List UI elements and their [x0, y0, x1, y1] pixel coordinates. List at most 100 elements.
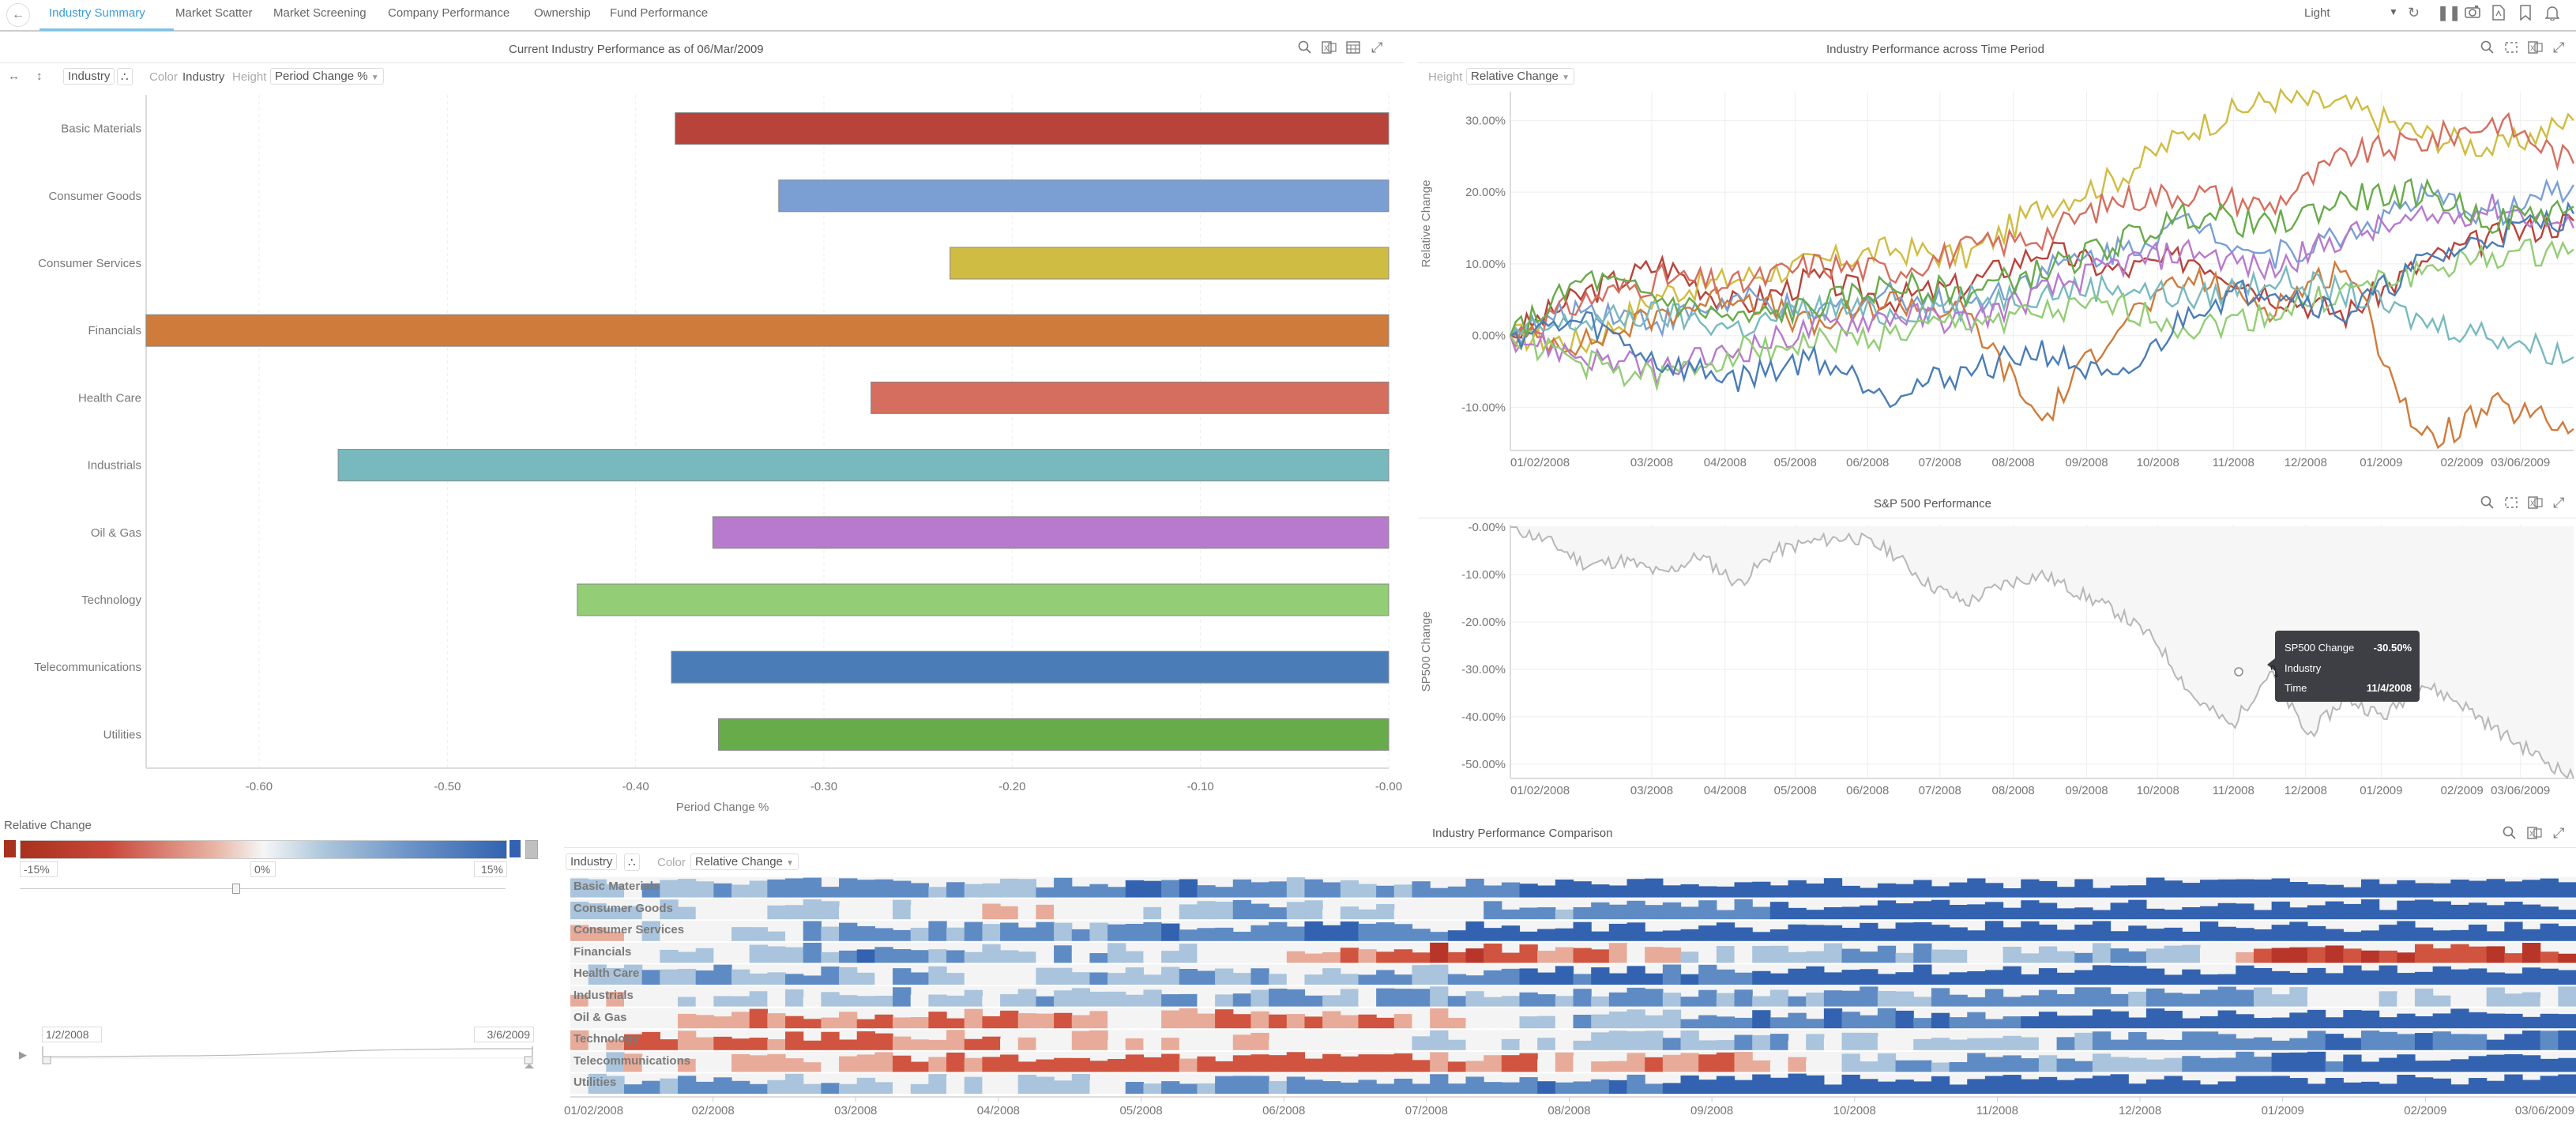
heatmap-cell: [2325, 1034, 2344, 1050]
heatmap-cell: [2486, 987, 2505, 1007]
marquee-select-icon[interactable]: [2504, 40, 2518, 58]
height-select[interactable]: Relative Change ▼: [1466, 68, 1574, 85]
search-icon[interactable]: [2480, 40, 2495, 58]
heatmap-cell: [2486, 931, 2505, 941]
heatmap-cell: [2504, 881, 2523, 898]
pdf-icon[interactable]: [2492, 5, 2505, 24]
heatmap-cell: [1626, 922, 1645, 941]
expand-icon[interactable]: ⤢: [1371, 40, 1383, 55]
date-range-slider[interactable]: [39, 1045, 537, 1076]
range-end-handle[interactable]: [524, 1056, 533, 1065]
start-date-input[interactable]: 1/2/2008: [42, 1027, 102, 1042]
back-button[interactable]: ←: [6, 3, 30, 27]
mouse-cursor-icon: ⭛: [2270, 664, 2279, 681]
heatmap-cell: [2432, 1061, 2451, 1072]
table-icon[interactable]: [1346, 40, 1360, 58]
heatmap-cell: [1161, 951, 1180, 963]
heatmap-cell: [1967, 1038, 1986, 1050]
excel-export-icon[interactable]: X: [2528, 40, 2544, 58]
play-icon[interactable]: ▶: [19, 1049, 27, 1061]
tab-ownership[interactable]: Ownership: [534, 6, 591, 20]
heatmap-cell: [1430, 887, 1449, 898]
heatmap-cell: [2092, 921, 2112, 941]
heatmap-cell: [1447, 1061, 1467, 1072]
end-date-input[interactable]: 3/6/2009: [474, 1027, 534, 1042]
heatmap-cell: [2540, 1031, 2559, 1050]
height-select[interactable]: Period Change % ▼: [270, 68, 384, 85]
heatmap-cell: [2253, 967, 2273, 985]
heatmap-cell: [2074, 1016, 2093, 1029]
heatmap-cell: [946, 882, 965, 898]
x-tick-label: 06/2008: [1846, 456, 1889, 469]
heatmap-cell: [1769, 989, 1789, 1007]
heatmap-cell: [964, 884, 983, 898]
heatmap-cell: [588, 951, 607, 963]
heatmap-cell: [893, 1055, 912, 1072]
heatmap-cell: [2289, 1052, 2308, 1072]
color-value[interactable]: Industry: [182, 70, 225, 84]
series-line: [1510, 111, 2575, 338]
heatmap-cell: [624, 1034, 643, 1050]
heatmap-cell: [1107, 1058, 1126, 1072]
search-icon[interactable]: [2480, 496, 2495, 514]
pause-icon[interactable]: ❚❚: [2437, 5, 2461, 21]
heatmap-cell: [1823, 1008, 1843, 1029]
refresh-icon[interactable]: ↻: [2408, 5, 2420, 21]
heatmap-cell: [1806, 1075, 1825, 1094]
heatmap-cell: [1680, 906, 1699, 920]
heatmap-cell: [1501, 925, 1521, 941]
excel-export-icon[interactable]: X: [2528, 496, 2544, 514]
chevron-down-icon[interactable]: ▼: [2389, 6, 2398, 17]
marquee-select-icon[interactable]: [2504, 496, 2518, 514]
theme-select[interactable]: Light: [2304, 6, 2330, 20]
heatmap-cell: [1465, 1034, 1484, 1050]
search-icon[interactable]: [2503, 826, 2517, 844]
tab-industry-summary[interactable]: Industry Summary: [49, 6, 145, 20]
excel-export-icon[interactable]: X: [2527, 826, 2543, 844]
heatmap-cell: [2199, 921, 2219, 941]
excel-export-icon[interactable]: X: [1322, 40, 1337, 58]
color-select[interactable]: Relative Change ▼: [690, 854, 799, 870]
legend-na-swatch[interactable]: [525, 840, 538, 859]
bell-icon[interactable]: [2544, 5, 2560, 24]
group-by-industry-button[interactable]: Industry: [63, 68, 115, 85]
heatmap-cell: [1967, 1053, 1986, 1072]
heatmap-cell: [2056, 908, 2075, 920]
group-by-industry-button[interactable]: Industry: [566, 854, 618, 870]
legend-min-input[interactable]: -15%: [20, 861, 58, 877]
bookmark-icon[interactable]: [2520, 5, 2531, 24]
heatmap-cell: [2164, 1011, 2183, 1029]
heatmap-cell: [1537, 1081, 1556, 1094]
heatmap-cell: [2289, 907, 2308, 920]
sort-horizontal-icon[interactable]: ↔: [8, 70, 20, 83]
tab-company-performance[interactable]: Company Performance: [388, 6, 510, 20]
heatmap-cell: [2450, 879, 2469, 898]
legend-slider-handle[interactable]: [232, 884, 240, 894]
tab-fund-performance[interactable]: Fund Performance: [610, 6, 709, 20]
tab-market-screening[interactable]: Market Screening: [273, 6, 367, 20]
legend-max-input[interactable]: 15%: [474, 861, 507, 877]
heatmap-cell: [1788, 968, 1807, 985]
tab-market-scatter[interactable]: Market Scatter: [175, 6, 253, 20]
scatter-dots-icon[interactable]: ∴: [624, 854, 640, 871]
heatmap-cell: [1645, 947, 1664, 963]
range-start-handle[interactable]: [42, 1056, 51, 1065]
expand-icon[interactable]: ⤢: [2553, 495, 2565, 511]
expand-icon[interactable]: ⤢: [2553, 825, 2565, 841]
heatmap-cell: [928, 921, 947, 941]
x-tick-label: -0.50: [434, 780, 461, 793]
heatmap-cell: [2307, 884, 2326, 898]
camera-icon[interactable]: [2465, 5, 2480, 23]
scatter-dots-icon[interactable]: ∴: [117, 68, 133, 85]
heatmap-cell: [2307, 905, 2326, 920]
legend-above-max-swatch[interactable]: [510, 840, 521, 857]
legend-below-min-swatch[interactable]: [4, 840, 16, 857]
heatmap-cell: [1340, 1082, 1359, 1094]
heatmap-cell: [1000, 994, 1019, 1007]
legend-mid-input[interactable]: 0%: [250, 861, 276, 877]
expand-icon[interactable]: ⤢: [2553, 40, 2565, 55]
sort-vertical-icon[interactable]: ↕: [36, 70, 43, 83]
heatmap-cell: [1662, 964, 1682, 985]
heatmap-cell: [1877, 974, 1897, 985]
search-icon[interactable]: [1298, 40, 1312, 58]
